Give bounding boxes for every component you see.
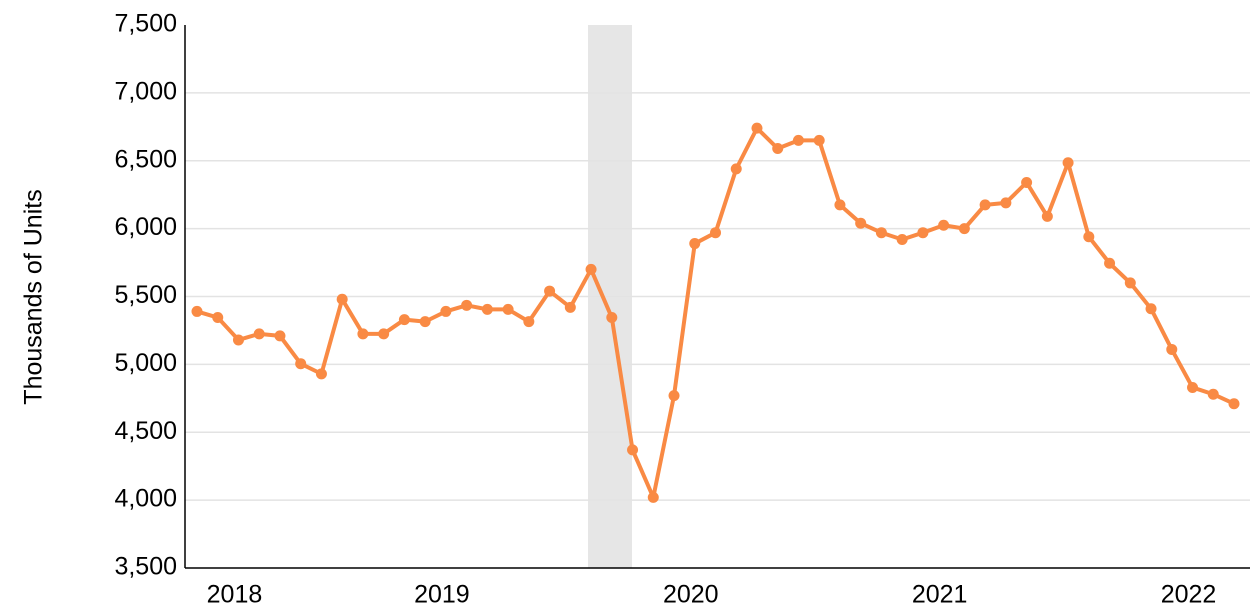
point	[564, 301, 576, 313]
point	[896, 233, 908, 245]
point	[917, 227, 929, 239]
point	[627, 444, 639, 456]
line	[196, 126, 1235, 500]
point	[253, 328, 265, 340]
point	[585, 263, 597, 275]
point	[855, 217, 867, 229]
y-tick-label: 6,000	[114, 213, 177, 241]
point	[1187, 381, 1199, 393]
point	[958, 223, 970, 235]
point	[792, 134, 804, 146]
point	[1104, 257, 1116, 269]
point	[378, 328, 390, 340]
point	[191, 305, 203, 317]
point	[1083, 231, 1095, 243]
point	[398, 314, 410, 326]
y-tick-label: 7,000	[114, 77, 177, 105]
point	[647, 491, 659, 503]
point	[274, 330, 286, 342]
point	[730, 163, 742, 175]
y-axis-label: Thousands of Units	[20, 189, 48, 404]
point	[1145, 303, 1157, 315]
point	[875, 227, 887, 239]
point	[606, 312, 618, 324]
point	[938, 219, 950, 231]
point	[544, 285, 556, 297]
point	[668, 390, 680, 402]
y-tick-label: 3,500	[114, 553, 177, 581]
point	[461, 299, 473, 311]
point	[481, 303, 493, 315]
point	[212, 312, 224, 324]
point	[689, 238, 701, 250]
point	[1228, 398, 1240, 410]
x-tick-label: 2020	[663, 581, 719, 609]
x-tick-label: 2022	[1161, 581, 1217, 609]
y-tick-label: 5,000	[114, 349, 177, 377]
point	[419, 316, 431, 328]
y-tick-label: 7,500	[114, 10, 177, 38]
point	[751, 122, 763, 134]
point	[1041, 210, 1053, 222]
point	[1166, 343, 1178, 355]
y-tick-label: 6,500	[114, 145, 177, 173]
x-tick-label: 2018	[207, 581, 263, 609]
y-tick-label: 4,500	[114, 417, 177, 445]
point	[523, 316, 535, 328]
point	[315, 368, 327, 380]
point	[772, 143, 784, 155]
point	[232, 334, 244, 346]
point	[1207, 388, 1219, 400]
point	[979, 199, 991, 211]
point	[295, 358, 307, 370]
y-tick-label: 5,500	[114, 281, 177, 309]
point	[710, 227, 721, 239]
point	[834, 199, 846, 211]
point	[440, 305, 452, 317]
point	[357, 328, 369, 340]
point	[336, 293, 348, 305]
y-tick-label: 4,000	[114, 485, 177, 513]
point	[813, 134, 825, 146]
point	[502, 303, 514, 315]
x-tick-label: 2021	[912, 581, 968, 609]
point	[1000, 197, 1012, 209]
point	[1021, 176, 1033, 188]
x-tick-label: 2019	[414, 581, 470, 609]
point	[1062, 157, 1074, 169]
point	[1124, 277, 1136, 289]
